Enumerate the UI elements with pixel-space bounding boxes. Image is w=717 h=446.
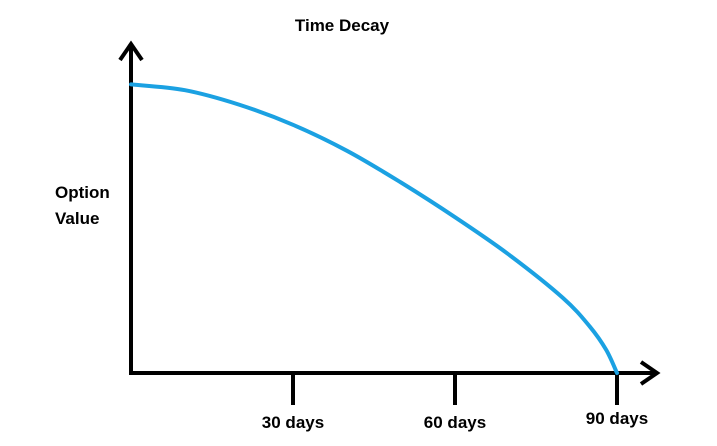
y-axis-label-line-1: Option: [55, 183, 110, 202]
x-tick-label: 90 days: [586, 409, 648, 428]
chart-title: Time Decay: [295, 16, 390, 35]
y-axis-arrowhead: [118, 40, 144, 62]
option-value-curve: [129, 82, 619, 375]
x-axis-arrowhead: [639, 360, 661, 386]
x-tick-label: 30 days: [262, 413, 324, 432]
y-axis-label-line-2: Value: [55, 209, 99, 228]
x-tick-label: 60 days: [424, 413, 486, 432]
x-axis-ticks: 30 days 60 days 90 days: [262, 373, 648, 432]
